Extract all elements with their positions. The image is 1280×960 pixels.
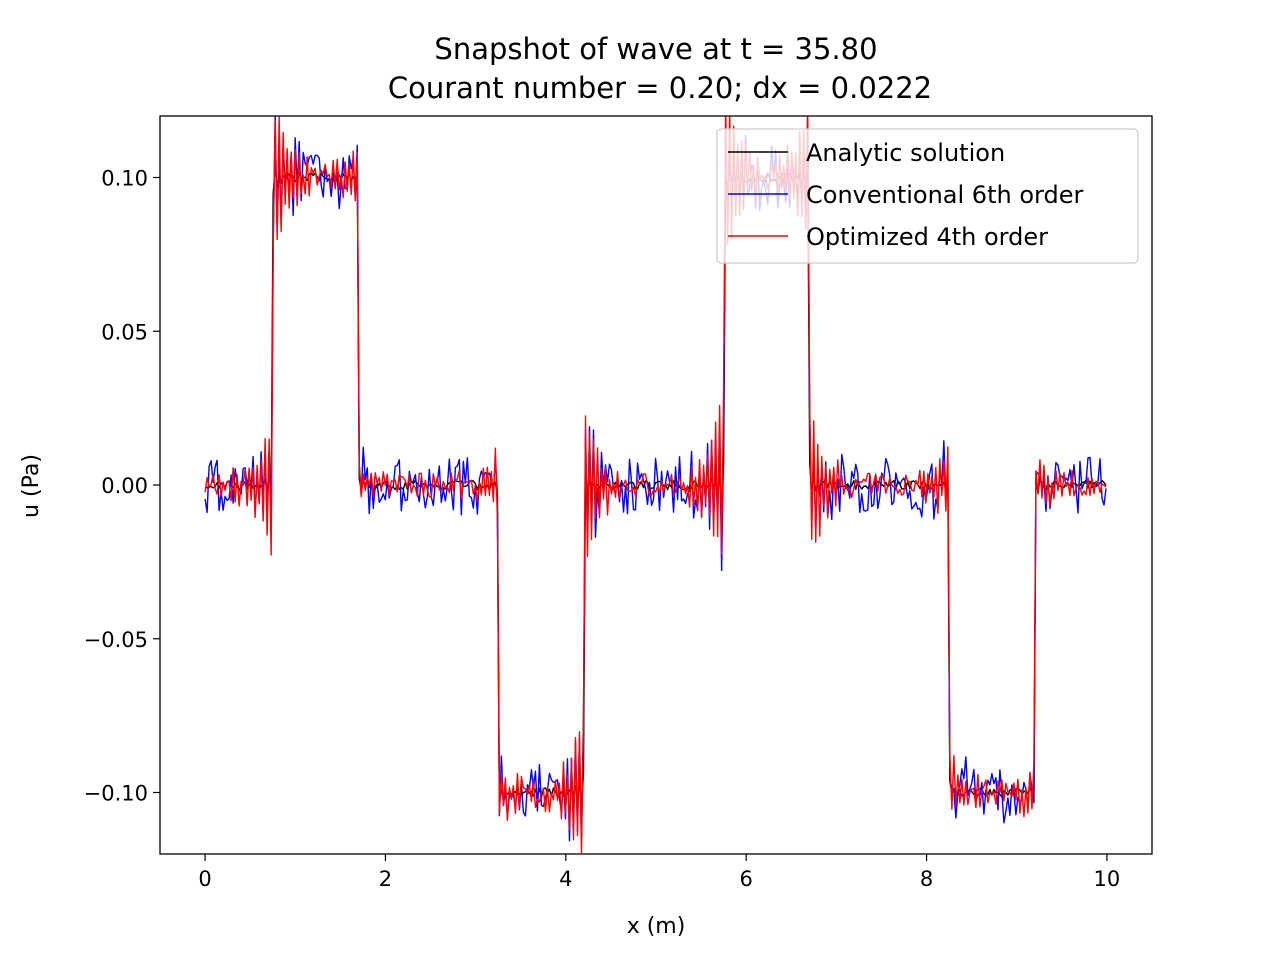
y-axis-label: u (Pa) bbox=[19, 454, 44, 518]
x-tick-label: 2 bbox=[379, 867, 392, 891]
legend-label-analytic: Analytic solution bbox=[806, 139, 1005, 167]
series-optimized-4th-order bbox=[204, 116, 1107, 854]
y-tick-label: −0.05 bbox=[84, 628, 148, 652]
x-tick-label: 0 bbox=[198, 867, 211, 891]
legend-label-optimized: Optimized 4th order bbox=[806, 223, 1048, 251]
y-tick-label: −0.10 bbox=[84, 782, 148, 806]
chart-title-line2: Courant number = 0.20; dx = 0.0222 bbox=[388, 71, 932, 105]
legend-box bbox=[716, 128, 1139, 264]
series-layer bbox=[204, 116, 1107, 854]
x-tick-label: 6 bbox=[739, 867, 752, 891]
x-tick-label: 8 bbox=[920, 867, 933, 891]
y-axis-ticks: 0.10 0.05 0.00 −0.05 −0.10 bbox=[84, 167, 160, 806]
y-tick-label: 0.00 bbox=[101, 474, 148, 498]
x-axis-label: x (m) bbox=[627, 914, 686, 939]
x-tick-label: 4 bbox=[559, 867, 572, 891]
chart-title-line1: Snapshot of wave at t = 35.80 bbox=[434, 32, 877, 66]
x-axis-ticks: 0 2 4 6 8 10 bbox=[198, 854, 1120, 891]
y-tick-label: 0.10 bbox=[101, 167, 148, 191]
x-tick-label: 10 bbox=[1094, 867, 1121, 891]
legend: Analytic solution Conventional 6th order… bbox=[716, 128, 1139, 264]
y-tick-label: 0.05 bbox=[101, 320, 148, 344]
legend-label-conventional: Conventional 6th order bbox=[806, 181, 1083, 209]
